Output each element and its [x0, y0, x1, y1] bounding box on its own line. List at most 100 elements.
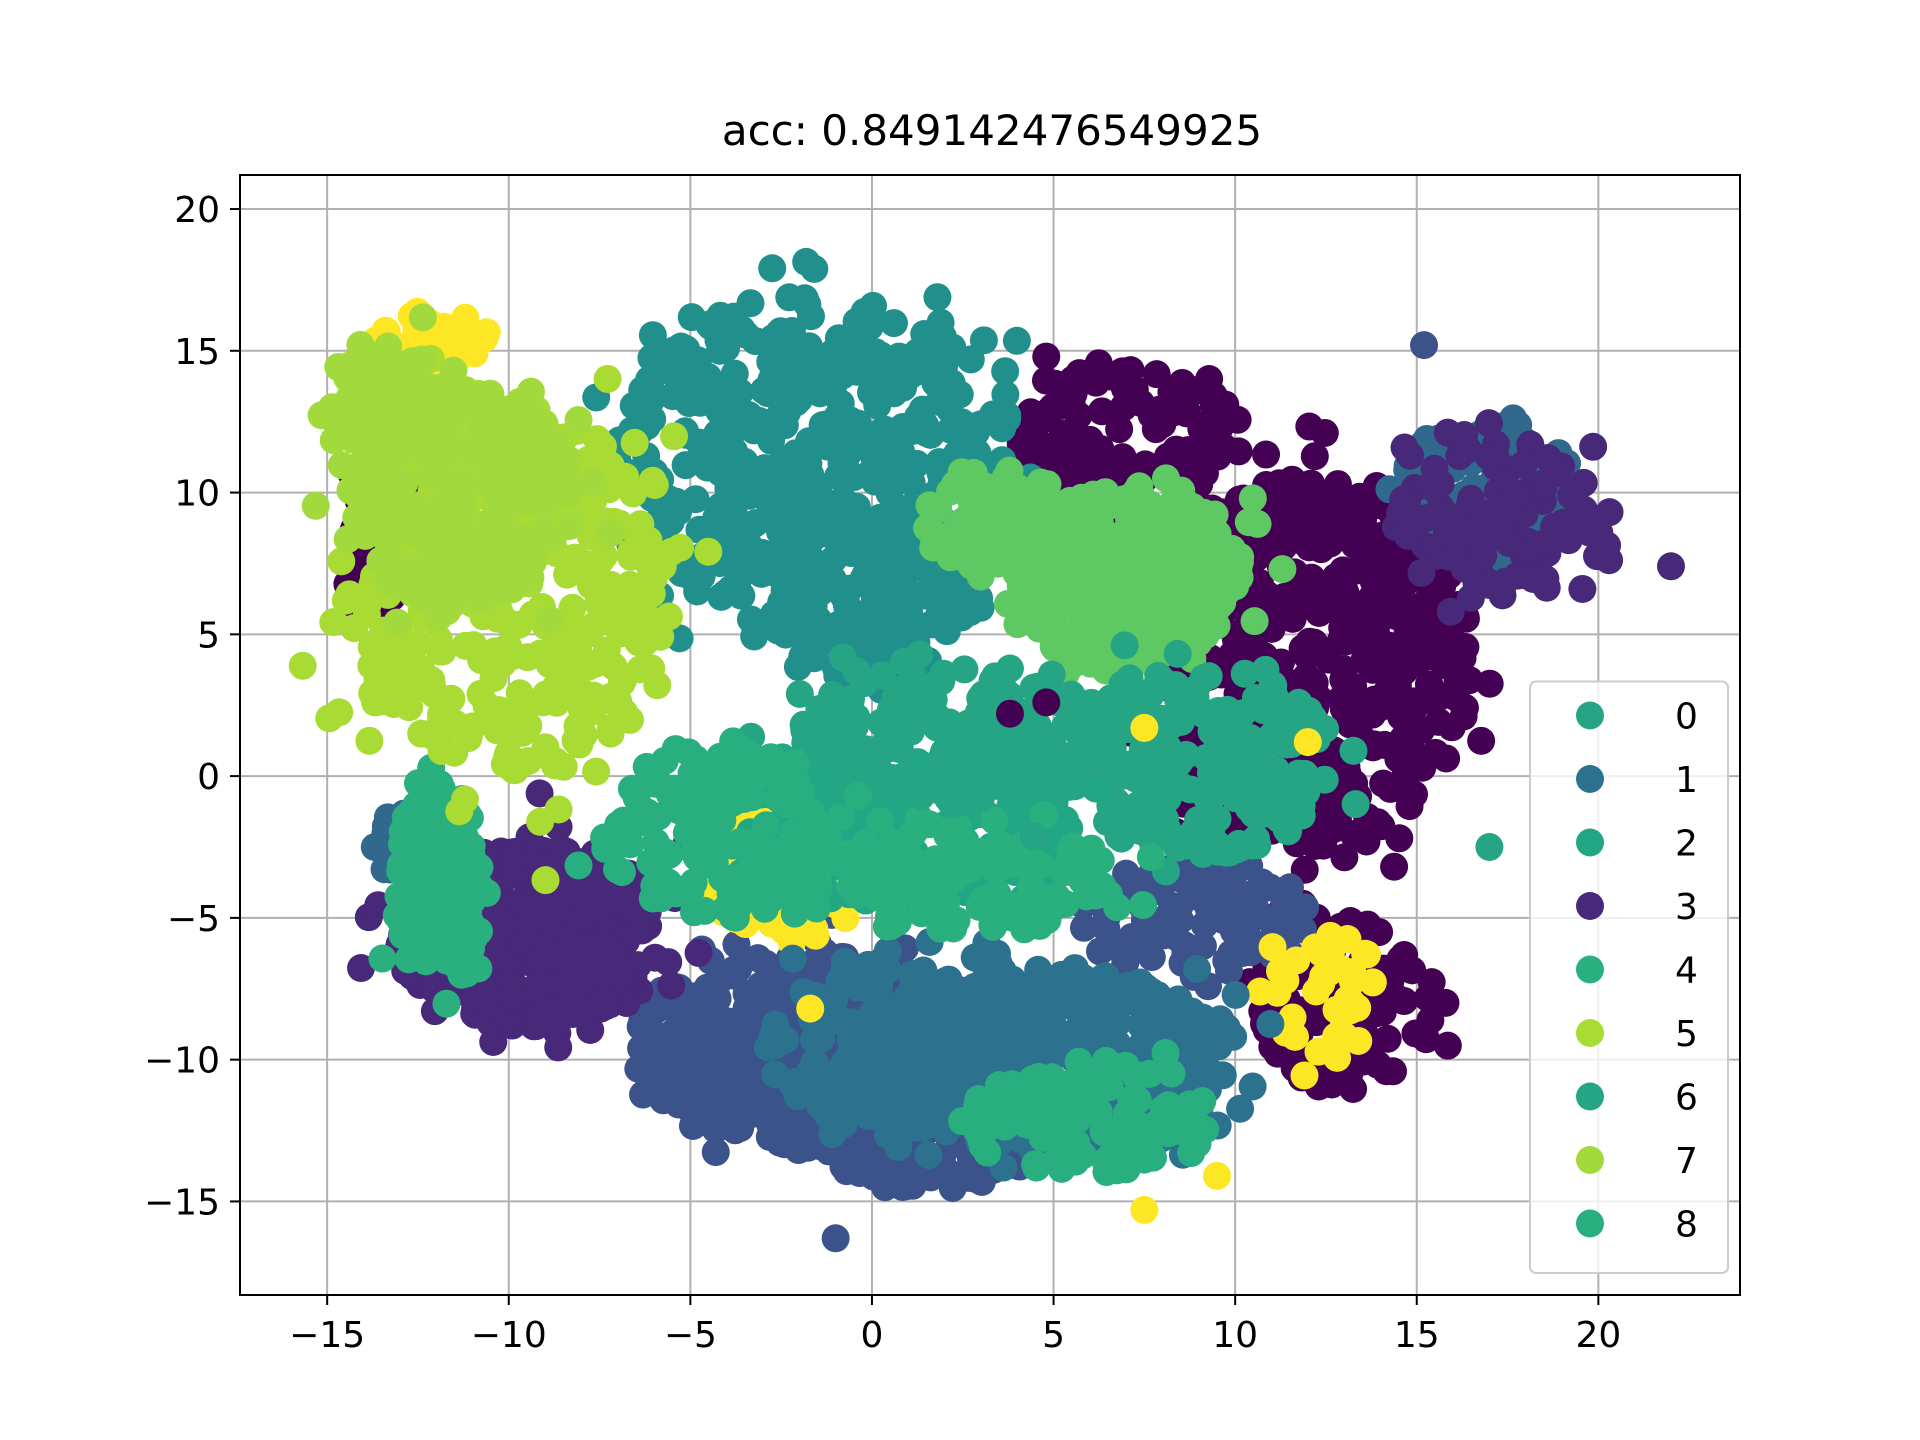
scatter-point-class-1 — [1183, 954, 1212, 983]
scatter-point-class-3 — [533, 893, 562, 922]
scatter-point-class-1 — [884, 1133, 913, 1162]
scatter-point — [780, 464, 809, 493]
scatter-point — [839, 463, 868, 492]
scatter-point — [1211, 390, 1240, 419]
scatter-point — [1338, 966, 1367, 995]
scatter-point-class-0 — [1274, 817, 1303, 846]
chart-title: acc: 0.849142476549925 — [722, 106, 1262, 155]
scatter-point — [1141, 519, 1170, 548]
scatter-point — [638, 321, 667, 350]
scatter-point — [1077, 615, 1106, 644]
scatter-point-class-3 — [1595, 498, 1624, 527]
scatter-point-class-5 — [501, 756, 530, 785]
scatter-point — [813, 572, 842, 601]
scatter-point-class-1 — [1169, 1004, 1198, 1033]
scatter-point — [1108, 357, 1137, 386]
scatter-point — [776, 488, 805, 517]
scatter-point-class-5 — [565, 730, 594, 759]
scatter-point — [740, 416, 769, 445]
scatter-point — [866, 348, 895, 377]
scatter-point — [758, 254, 787, 283]
scatter-point — [720, 359, 749, 388]
scatter-point — [1032, 529, 1061, 558]
scatter-point-class-3 — [498, 840, 527, 869]
scatter-point-class-0 — [1225, 833, 1254, 862]
scatter-point — [1300, 442, 1329, 471]
scatter-point-class-3 — [567, 939, 596, 968]
scatter-point-class-1 — [818, 1120, 847, 1149]
scatter-point — [740, 1090, 769, 1119]
scatter-point — [1373, 1024, 1402, 1053]
scatter-point-class-4 — [898, 820, 927, 849]
scatter-point — [1339, 672, 1368, 701]
scatter-point — [1002, 326, 1031, 355]
scatter-point — [804, 473, 833, 502]
scatter-point-class-4 — [1029, 905, 1058, 934]
scatter-point — [1367, 812, 1396, 841]
scatter-point-class-5 — [483, 716, 512, 745]
scatter-point-class-0 — [1163, 639, 1192, 668]
scatter-point — [1263, 978, 1292, 1007]
scatter-point — [1018, 483, 1047, 512]
scatter-point — [911, 581, 940, 610]
scatter-point-class-0 — [1133, 788, 1162, 817]
scatter-point — [1210, 434, 1239, 463]
scatter-point — [683, 577, 712, 606]
scatter-point — [1069, 913, 1098, 942]
scatter-point — [1408, 748, 1437, 777]
scatter-point — [1322, 1023, 1351, 1052]
scatter-point — [1344, 696, 1373, 725]
scatter-point — [1171, 562, 1200, 591]
scatter-point — [669, 1019, 698, 1048]
scatter-point — [836, 499, 865, 528]
scatter-point — [842, 307, 871, 336]
scatter-point — [799, 613, 828, 642]
scatter-point — [870, 371, 899, 400]
scatter-point — [1380, 852, 1409, 881]
scatter-point — [1105, 415, 1134, 444]
scatter-point-class-3 — [684, 938, 713, 967]
scatter-point — [879, 309, 908, 338]
scatter-point-class-3 — [1396, 441, 1425, 470]
scatter-point — [860, 585, 889, 614]
scatter-point-class-5 — [472, 691, 501, 720]
scatter-point — [855, 553, 884, 582]
scatter-point-class-1 — [932, 1048, 961, 1077]
scatter-point-class-3 — [1491, 497, 1520, 526]
scatter-point-class-4 — [401, 830, 430, 859]
scatter-point — [1321, 484, 1350, 513]
scatter-point — [800, 519, 829, 548]
scatter-point-class-3 — [1568, 574, 1597, 603]
scatter-point — [1361, 617, 1390, 646]
scatter-point-class-1 — [960, 943, 989, 972]
scatter-point-class-4 — [461, 851, 490, 880]
scatter-point-class-5 — [288, 651, 317, 680]
scatter-point — [897, 468, 926, 497]
scatter-point-class-1 — [900, 1025, 929, 1054]
scatter-point-class-1 — [803, 1082, 832, 1111]
scatter-point — [1085, 937, 1114, 966]
scatter-point-class-5 — [531, 866, 560, 895]
scatter-point — [948, 596, 977, 625]
scatter-point-class-1 — [984, 948, 1013, 977]
scatter-point — [1058, 425, 1087, 454]
scatter-point — [1272, 584, 1301, 613]
scatter-point — [1065, 359, 1094, 388]
scatter-point-class-0 — [1241, 754, 1270, 783]
scatter-point-class-4 — [1086, 846, 1115, 875]
scatter-point — [1195, 365, 1224, 394]
scatter-point-class-3 — [1532, 573, 1561, 602]
scatter-point — [867, 510, 896, 539]
scatter-point-class-0 — [1173, 831, 1202, 860]
scatter-point-class-4 — [1128, 891, 1157, 920]
scatter-point — [747, 556, 776, 585]
scatter-point — [970, 472, 999, 501]
scatter-point — [1390, 987, 1419, 1016]
scatter-point — [772, 528, 801, 557]
scatter-point-class-1 — [869, 945, 898, 974]
scatter-point — [1366, 693, 1395, 722]
scatter-point — [1214, 567, 1243, 596]
scatter-point — [1424, 707, 1453, 736]
scatter-point — [956, 345, 985, 374]
scatter-point-class-1 — [771, 1025, 800, 1054]
